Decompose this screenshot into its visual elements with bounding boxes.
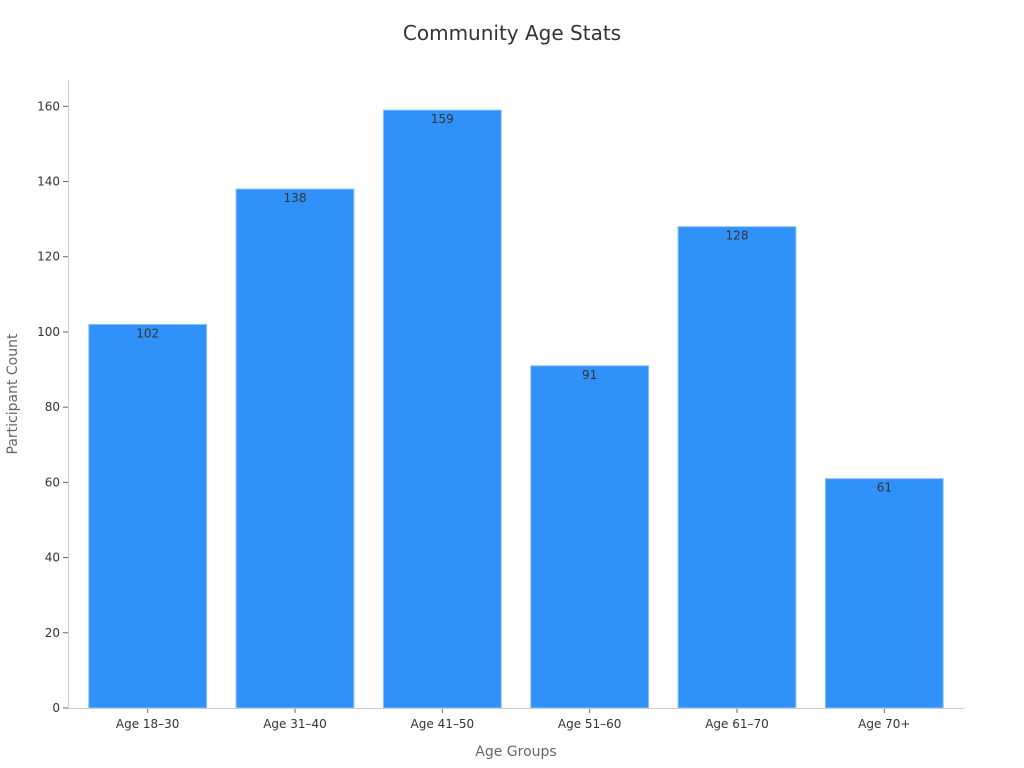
x-tick-label-1: Age 18–30 xyxy=(116,717,180,731)
y-tick-label-4: 60 xyxy=(45,475,60,489)
chart-title: Community Age Stats xyxy=(403,21,621,45)
x-tick-label-6: Age 70+ xyxy=(858,717,910,731)
data-label-5: 128 xyxy=(726,229,749,243)
data-label-4: 91 xyxy=(582,368,597,382)
bar-2 xyxy=(235,188,355,709)
x-tick-label-4: Age 51–60 xyxy=(558,717,622,731)
bar-3 xyxy=(382,109,502,709)
data-label-3: 159 xyxy=(431,112,454,126)
y-tick-label-7: 120 xyxy=(37,250,60,264)
data-label-1: 102 xyxy=(136,326,159,340)
x-tick-label-2: Age 31–40 xyxy=(263,717,327,731)
x-axis-label: Age Groups xyxy=(475,744,556,760)
bar-4 xyxy=(530,365,650,709)
bars-group xyxy=(88,109,944,709)
data-labels-group: 102 138 159 91 128 61 xyxy=(136,112,892,495)
bar-5 xyxy=(677,226,797,709)
x-tick-label-3: Age 41–50 xyxy=(411,717,475,731)
data-label-2: 138 xyxy=(284,191,307,205)
y-tick-label-6: 100 xyxy=(37,325,60,339)
x-tick-label-5: Age 61–70 xyxy=(705,717,769,731)
y-tick-label-1: 0 xyxy=(52,701,60,715)
x-axis-ticks: Age 18–30 Age 31–40 Age 41–50 Age 51–60 Age … xyxy=(116,708,911,731)
y-tick-label-3: 40 xyxy=(45,551,60,565)
y-tick-label-8: 140 xyxy=(37,175,60,189)
data-label-6: 61 xyxy=(877,481,892,495)
y-axis-label: Participant Count xyxy=(5,333,21,454)
y-tick-label-2: 20 xyxy=(45,626,60,640)
y-tick-label-5: 80 xyxy=(45,400,60,414)
bar-6 xyxy=(824,478,944,709)
y-tick-label-9: 160 xyxy=(37,99,60,113)
y-axis-ticks: 0 20 40 60 80 100 120 140 160 xyxy=(37,99,68,715)
bar-1 xyxy=(88,323,208,709)
